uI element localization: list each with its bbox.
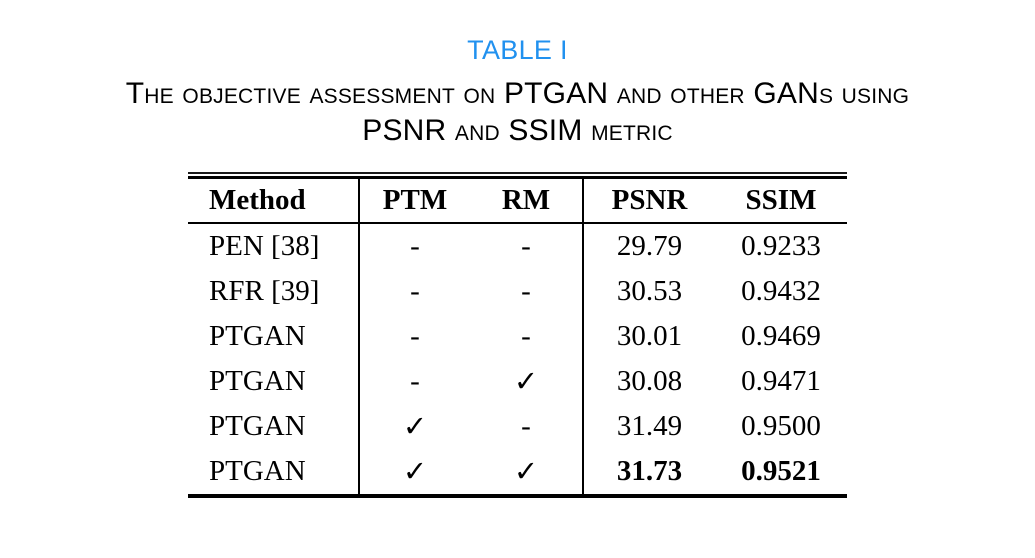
table-caption: The objective assessment on PTGAN and ot…: [0, 75, 1035, 149]
cell-method: RFR [39]: [209, 274, 320, 307]
top-rule-thin-line: [188, 172, 847, 174]
cell-method: PTGAN: [209, 409, 306, 442]
cell-method: PEN [38]: [209, 229, 320, 262]
results-table: Method PTM RM PSNR SSIM PEN [38] - - 29.…: [188, 172, 847, 498]
header-rm: RM: [501, 183, 551, 216]
cell-psnr: 30.08: [582, 358, 715, 404]
table-caption-line2: PSNR and SSIM metric: [362, 114, 673, 147]
table-row: RFR [39] - - 30.53 0.9432: [188, 268, 847, 314]
header-method: Method: [209, 183, 306, 216]
cell-ssim: 0.9500: [741, 409, 821, 442]
header-psnr: PSNR: [582, 178, 715, 222]
table-caption-line1: The objective assessment on PTGAN and ot…: [125, 77, 910, 110]
cell-ssim: 0.9471: [741, 364, 821, 397]
table-header-row: Method PTM RM PSNR SSIM: [188, 178, 847, 224]
cell-method: PTGAN: [209, 454, 306, 487]
cell-rm: -: [521, 274, 531, 307]
cell-ptm-checkmark-icon: ✓: [358, 403, 470, 449]
table-row: PTGAN ✓ ✓ 31.73 0.9521: [188, 448, 847, 494]
cell-ssim: 0.9233: [741, 229, 821, 262]
cell-ptm: -: [358, 223, 470, 269]
cell-ptm-checkmark-icon: ✓: [358, 448, 470, 494]
table-row: PTGAN ✓ - 31.49 0.9500: [188, 403, 847, 449]
table-top-rule: [188, 172, 847, 179]
table-row: PEN [38] - - 29.79 0.9233: [188, 223, 847, 269]
cell-ptm: -: [358, 313, 470, 359]
table-row: PTGAN - - 30.01 0.9469: [188, 313, 847, 359]
top-rule-thick-line: [188, 175, 847, 179]
cell-ssim: 0.9469: [741, 319, 821, 352]
cell-psnr: 31.73: [582, 448, 715, 494]
table-row: PTGAN - ✓ 30.08 0.9471: [188, 358, 847, 404]
cell-rm: -: [521, 229, 531, 262]
cell-ssim: 0.9521: [741, 454, 821, 487]
cell-psnr: 29.79: [582, 223, 715, 269]
table-title: TABLE I: [467, 35, 568, 65]
table-bottom-rule: [188, 493, 847, 498]
cell-ptm: -: [358, 358, 470, 404]
cell-ptm: -: [358, 268, 470, 314]
cell-rm: -: [521, 409, 531, 442]
cell-ssim: 0.9432: [741, 274, 821, 307]
cell-psnr: 30.01: [582, 313, 715, 359]
cell-method: PTGAN: [209, 319, 306, 352]
header-ptm: PTM: [358, 178, 470, 222]
cell-psnr: 30.53: [582, 268, 715, 314]
cell-rm-checkmark-icon: ✓: [513, 365, 539, 398]
cell-method: PTGAN: [209, 364, 306, 397]
cell-psnr: 31.49: [582, 403, 715, 449]
cell-rm-checkmark-icon: ✓: [513, 455, 539, 488]
header-ssim: SSIM: [745, 183, 817, 216]
cell-rm: -: [521, 319, 531, 352]
